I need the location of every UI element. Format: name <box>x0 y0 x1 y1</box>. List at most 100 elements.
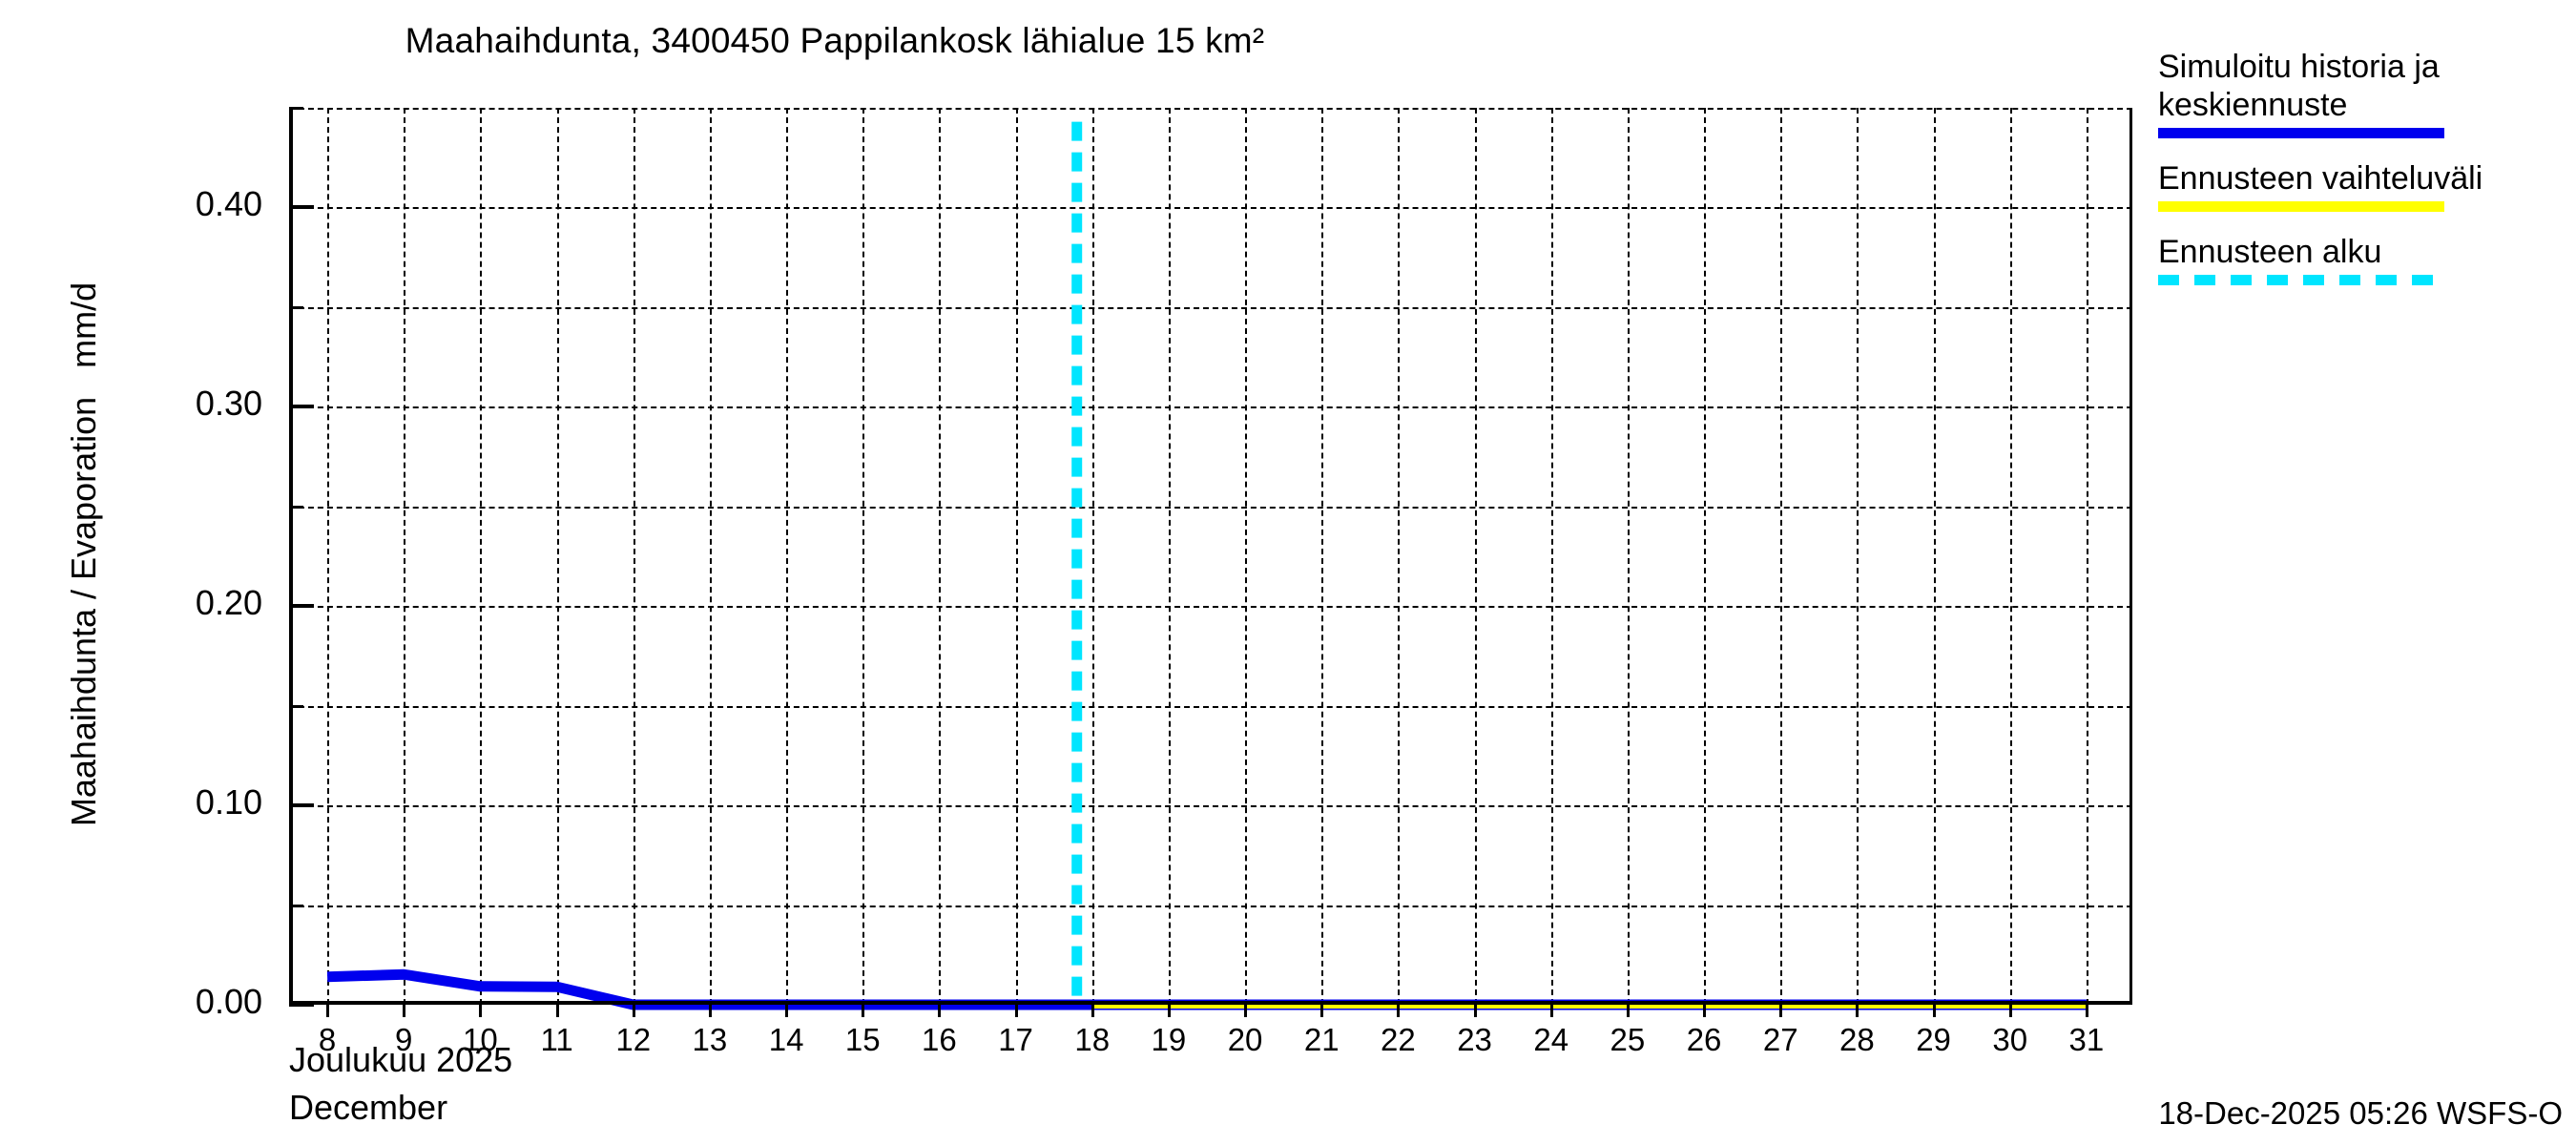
x-axis-tick <box>1014 1005 1018 1017</box>
x-axis-tick <box>1779 1005 1783 1017</box>
x-axis-line <box>289 1001 2132 1005</box>
gridline-vertical <box>939 108 942 1005</box>
x-axis-tick-label: 24 <box>1533 1022 1569 1057</box>
series-layer <box>289 108 2132 1010</box>
gridline-vertical <box>1704 108 1707 1005</box>
x-axis-tick <box>479 1005 483 1017</box>
x-axis-tick <box>938 1005 942 1017</box>
x-axis-tick <box>785 1005 789 1017</box>
x-axis-tick <box>1626 1005 1630 1017</box>
x-axis-tick-label: 31 <box>2068 1022 2105 1057</box>
x-axis-tick <box>632 1005 635 1017</box>
gridline-vertical <box>1321 108 1324 1005</box>
plot-area <box>289 107 2132 1017</box>
gridline-vertical <box>327 108 330 1005</box>
gridline-vertical <box>1091 108 1094 1005</box>
y-axis-line <box>289 108 293 1005</box>
x-axis-tick <box>1397 1005 1401 1017</box>
x-axis-tick <box>708 1005 712 1017</box>
plot-background <box>289 108 2132 1005</box>
y-axis-tick <box>289 803 314 808</box>
plot-right-border <box>2129 108 2132 1005</box>
y-axis-tick <box>289 305 303 309</box>
x-axis-tick-label: 18 <box>1074 1022 1111 1057</box>
gridline-horizontal <box>289 606 2132 609</box>
x-axis-tick-label: 23 <box>1457 1022 1492 1057</box>
x-axis-tick <box>1167 1005 1171 1017</box>
x-axis-tick <box>1703 1005 1707 1017</box>
gridline-horizontal <box>289 805 2132 808</box>
x-axis-tick-label: 12 <box>615 1022 652 1057</box>
x-axis-tick-label: 17 <box>998 1022 1033 1057</box>
gridline-vertical <box>480 108 483 1005</box>
gridline-horizontal <box>289 406 2132 409</box>
x-axis-tick <box>1473 1005 1477 1017</box>
x-axis-tick-label: 22 <box>1381 1022 1416 1057</box>
x-axis-tick <box>403 1005 406 1017</box>
x-axis-tick <box>1244 1005 1248 1017</box>
x-axis-tick-label: 8 <box>318 1022 337 1057</box>
y-axis-tick <box>289 704 303 708</box>
gridline-vertical <box>1398 108 1401 1005</box>
x-axis-tick-label: 21 <box>1303 1022 1340 1057</box>
x-axis-tick <box>1932 1005 1936 1017</box>
gridline-vertical <box>1933 108 1936 1005</box>
y-axis-tick <box>289 107 303 110</box>
y-axis-tick-label: 0.00 <box>195 982 262 1021</box>
gridline-vertical <box>1550 108 1553 1005</box>
legend-swatch-blue-line <box>2158 128 2444 138</box>
x-axis-tick-label: 29 <box>1916 1022 1951 1057</box>
y-axis-title: Maahaihdunta / Evaporation mm/d <box>64 281 103 827</box>
legend-item-ennusteen-vaihteluvali: Ennusteen vaihteluväli <box>2158 159 2568 212</box>
x-axis-caption-fi: Joulukuu 2025 <box>289 1040 513 1079</box>
x-axis-tick-label: 20 <box>1227 1022 1263 1057</box>
legend-label: Ennusteen vaihteluväli <box>2158 160 2483 197</box>
x-axis-tick-label: 11 <box>540 1022 573 1057</box>
y-axis-tick-label: 0.20 <box>195 583 262 623</box>
gridline-vertical <box>2086 108 2088 1005</box>
legend-item-simuloitu-historia: Simuloitu historia ja keskiennuste <box>2158 48 2568 138</box>
gridline-vertical <box>404 108 406 1005</box>
gridline-horizontal <box>289 207 2132 210</box>
x-axis-tick-label: 16 <box>922 1022 957 1057</box>
x-axis-tick <box>326 1005 330 1017</box>
y-axis-tick <box>289 505 303 509</box>
legend-item-ennusteen-alku: Ennusteen alku <box>2158 233 2568 285</box>
y-axis-tick <box>289 405 314 409</box>
x-axis-tick <box>862 1005 865 1017</box>
legend: Simuloitu historia ja keskiennuste Ennus… <box>2158 48 2568 293</box>
y-axis-tick-label: 0.10 <box>195 782 262 822</box>
gridline-vertical <box>1474 108 1477 1005</box>
x-axis-tick <box>1856 1005 1859 1017</box>
y-axis-tick <box>289 1003 314 1007</box>
x-axis-tick <box>1549 1005 1553 1017</box>
gridline-horizontal <box>289 306 2132 309</box>
legend-swatch-yellow-line <box>2158 201 2444 212</box>
x-axis-tick-label: 14 <box>768 1022 804 1057</box>
series-svg <box>326 121 2087 1010</box>
legend-label: Simuloitu historia ja keskiennuste <box>2158 49 2440 123</box>
gridline-vertical <box>786 108 789 1005</box>
gridline-horizontal <box>289 905 2132 907</box>
gridline-vertical <box>1627 108 1630 1005</box>
x-axis-tick-label: 15 <box>844 1022 881 1057</box>
gridline-vertical <box>862 108 865 1005</box>
x-axis-tick <box>1320 1005 1324 1017</box>
y-axis-tick <box>289 604 314 609</box>
gridline-vertical <box>1857 108 1859 1005</box>
x-axis-tick <box>2085 1005 2088 1017</box>
footer-timestamp: 18-Dec-2025 05:26 WSFS-O <box>2158 1095 2563 1131</box>
x-axis-tick <box>2008 1005 2012 1017</box>
x-axis-tick-label: 25 <box>1610 1022 1646 1057</box>
gridline-vertical <box>633 108 635 1005</box>
x-axis-tick-label: 9 <box>395 1022 413 1057</box>
x-axis-tick-label: 10 <box>463 1022 498 1057</box>
legend-swatch-cyan-dashed-line <box>2158 275 2444 285</box>
gridline-vertical <box>1015 108 1018 1005</box>
y-axis-tick <box>289 904 303 907</box>
y-axis-tick <box>289 205 314 210</box>
x-axis-tick-label: 19 <box>1151 1022 1187 1057</box>
x-axis-tick-label: 28 <box>1839 1022 1875 1057</box>
y-axis-tick-label: 0.40 <box>195 184 262 224</box>
